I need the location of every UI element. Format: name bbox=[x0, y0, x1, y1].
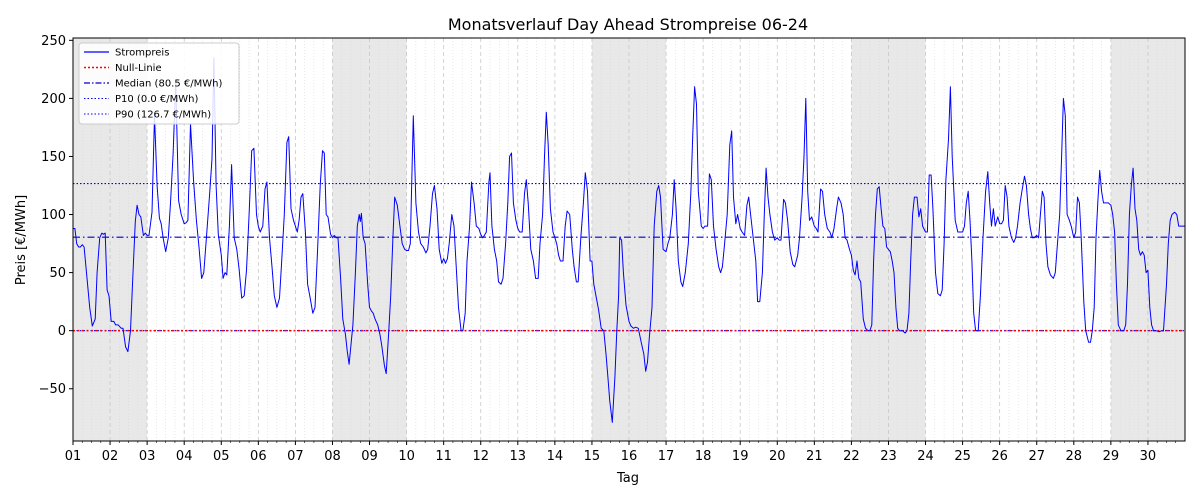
x-tick-label: 06 bbox=[250, 449, 267, 464]
x-tick-label: 15 bbox=[584, 449, 601, 464]
series-layer bbox=[73, 57, 1185, 423]
legend-null-linie: Null-Linie bbox=[115, 63, 162, 74]
x-tick-label: 11 bbox=[435, 449, 452, 464]
y-tick-label: 200 bbox=[41, 92, 66, 107]
y-axis-ticks: −50 0 50 100 150 200 250 bbox=[39, 34, 73, 397]
x-tick-label: 19 bbox=[732, 449, 749, 464]
x-tick-label: 28 bbox=[1066, 449, 1083, 464]
x-axis-ticks: 01 02 03 04 05 06 07 08 09 10 11 12 13 14 15 16 17 18 19 20… bbox=[65, 441, 1177, 464]
x-tick-label: 08 bbox=[324, 449, 341, 464]
x-tick-label: 22 bbox=[843, 449, 860, 464]
x-tick-label: 24 bbox=[917, 449, 934, 464]
y-tick-label: 100 bbox=[41, 208, 66, 223]
y-tick-label: −50 bbox=[39, 382, 66, 397]
y-axis-label: Preis [€/MWh] bbox=[14, 195, 29, 285]
x-tick-label: 21 bbox=[806, 449, 823, 464]
x-tick-label: 14 bbox=[547, 449, 564, 464]
x-tick-label: 17 bbox=[658, 449, 675, 464]
x-tick-label: 30 bbox=[1140, 449, 1157, 464]
x-tick-label: 16 bbox=[621, 449, 638, 464]
x-tick-label: 01 bbox=[65, 449, 82, 464]
grid-lines bbox=[72, 38, 1177, 441]
legend-p90: P90 (126.7 €/MWh) bbox=[115, 110, 211, 121]
chart-title: Monatsverlauf Day Ahead Strompreise 06-2… bbox=[448, 15, 808, 34]
x-tick-label: 05 bbox=[213, 449, 230, 464]
legend-p10: P10 (0.0 €/MWh) bbox=[115, 94, 199, 105]
x-tick-label: 20 bbox=[769, 449, 786, 464]
x-tick-label: 07 bbox=[287, 449, 304, 464]
x-tick-label: 10 bbox=[398, 449, 415, 464]
x-tick-label: 12 bbox=[472, 449, 489, 464]
x-tick-label: 27 bbox=[1028, 449, 1045, 464]
legend: Strompreis Null-Linie Median (80.5 €/MWh) P… bbox=[78, 42, 240, 125]
x-tick-label: 13 bbox=[510, 449, 527, 464]
price-series-line bbox=[73, 57, 1185, 423]
x-tick-label: 09 bbox=[361, 449, 378, 464]
x-axis-label: Tag bbox=[616, 471, 639, 486]
x-tick-label: 23 bbox=[880, 449, 897, 464]
x-tick-label: 26 bbox=[991, 449, 1008, 464]
x-tick-label: 03 bbox=[139, 449, 156, 464]
x-tick-label: 04 bbox=[176, 449, 193, 464]
legend-strompreis: Strompreis bbox=[115, 48, 169, 59]
x-tick-label: 29 bbox=[1103, 449, 1120, 464]
x-tick-label: 18 bbox=[695, 449, 712, 464]
y-tick-label: 250 bbox=[41, 34, 66, 49]
legend-median: Median (80.5 €/MWh) bbox=[115, 79, 222, 90]
reference-lines bbox=[73, 182, 1185, 332]
legend-box bbox=[78, 42, 240, 125]
x-tick-label: 25 bbox=[954, 449, 971, 464]
y-tick-label: 50 bbox=[49, 266, 66, 281]
y-tick-label: 150 bbox=[41, 150, 66, 165]
y-tick-label: 0 bbox=[58, 324, 66, 339]
x-tick-label: 02 bbox=[102, 449, 119, 464]
